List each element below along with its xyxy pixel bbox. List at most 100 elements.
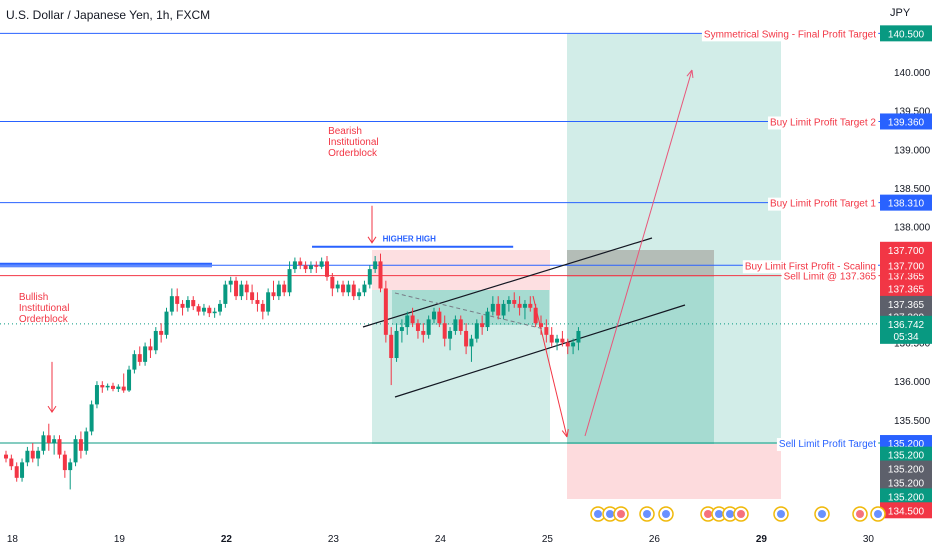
candle-body <box>442 323 447 339</box>
candle-body <box>36 450 41 459</box>
candle <box>169 288 174 316</box>
candle-body <box>271 292 276 297</box>
candle <box>517 296 522 316</box>
candle-body <box>164 311 169 335</box>
candle <box>421 323 426 343</box>
time-tick: 23 <box>328 534 340 545</box>
time-tick: 29 <box>756 534 768 545</box>
level-label-bg <box>781 270 879 284</box>
candle <box>266 288 271 316</box>
candle-body <box>52 439 57 444</box>
time-tick: 19 <box>114 534 126 545</box>
candle <box>287 261 292 297</box>
level-price-badge: 139.360 <box>888 117 925 128</box>
candle <box>255 292 260 312</box>
price-tick: 139.000 <box>894 145 931 156</box>
candle-body <box>282 284 287 293</box>
candle-body <box>228 280 233 285</box>
candle-body <box>196 306 201 312</box>
candle-body <box>255 300 260 304</box>
candle-body <box>89 404 94 432</box>
candle-body <box>250 292 255 301</box>
level-price-badge-bg <box>880 25 932 42</box>
candle-body <box>496 303 501 316</box>
candle <box>153 327 158 355</box>
candle-body <box>132 354 137 370</box>
stacked-price-badge-bg <box>880 502 932 519</box>
candle-body <box>405 315 410 328</box>
level-label: Sell Limit @ 137.365 <box>784 272 877 283</box>
candle-body <box>565 342 570 347</box>
orderblock-arrow-head <box>367 236 377 244</box>
candle-body <box>207 307 212 314</box>
candle <box>14 462 19 482</box>
candle-body <box>544 327 549 335</box>
time-tick: 26 <box>649 534 661 545</box>
candle <box>234 276 239 301</box>
economic-event-icon <box>700 506 716 522</box>
candle <box>180 300 185 316</box>
level-price-badge: 137.365 <box>888 272 925 283</box>
short-position-stop-overlap <box>567 250 714 277</box>
stacked-price-badge-bg <box>880 446 932 463</box>
candle-body <box>469 338 474 347</box>
candle <box>522 300 527 320</box>
candle <box>73 435 78 467</box>
candle-body <box>137 354 142 362</box>
channel-upper-line <box>362 237 653 328</box>
horizontal-levels: Symmetrical Swing - Final Profit Target B… <box>0 28 880 452</box>
candle <box>36 446 41 467</box>
candle <box>399 319 404 343</box>
candle-body <box>276 284 281 297</box>
candle <box>30 443 35 463</box>
candle <box>9 454 14 471</box>
candle-body <box>100 385 105 388</box>
candle <box>373 255 378 273</box>
event-flag <box>643 510 651 518</box>
candle-body <box>244 284 249 293</box>
candle <box>410 307 415 328</box>
candle <box>378 253 383 293</box>
candle <box>78 431 83 459</box>
stacked-price-badge: 135.200 <box>888 465 925 476</box>
candle-body <box>201 307 206 312</box>
candle-body <box>308 265 313 270</box>
stacked-price-badge-bg <box>880 241 932 258</box>
candle <box>303 261 308 273</box>
candle-body <box>14 466 19 478</box>
candle-body <box>539 323 543 328</box>
candle <box>41 431 46 455</box>
candle <box>496 296 501 320</box>
economic-event-icon <box>814 506 830 522</box>
candle-body <box>517 303 522 308</box>
candle <box>325 255 329 281</box>
candle <box>100 381 105 393</box>
channel-lines <box>362 237 686 398</box>
stacked-price-badge: 135.200 <box>888 492 925 503</box>
candle-body <box>234 280 239 297</box>
candle-body <box>373 261 378 270</box>
economic-event-icon <box>722 506 738 522</box>
candle <box>480 315 485 335</box>
consolidation-box <box>392 290 549 325</box>
time-tick: 18 <box>7 534 19 545</box>
candle <box>212 307 217 318</box>
candle-body <box>432 311 436 320</box>
candle-body <box>362 284 367 293</box>
candle-body <box>175 296 180 304</box>
price-tick: 140.000 <box>894 68 931 79</box>
event-flag <box>737 510 745 518</box>
stacked-price-badge-bg <box>880 257 932 274</box>
candle-body <box>78 439 83 451</box>
candle-body <box>576 330 581 343</box>
candle <box>308 261 313 273</box>
candle-body <box>20 462 25 478</box>
candle <box>453 315 458 335</box>
candle <box>111 382 115 392</box>
price-tick: 138.000 <box>894 223 931 234</box>
candle <box>576 327 581 351</box>
candle <box>201 303 206 316</box>
level-label-bg <box>768 197 879 211</box>
